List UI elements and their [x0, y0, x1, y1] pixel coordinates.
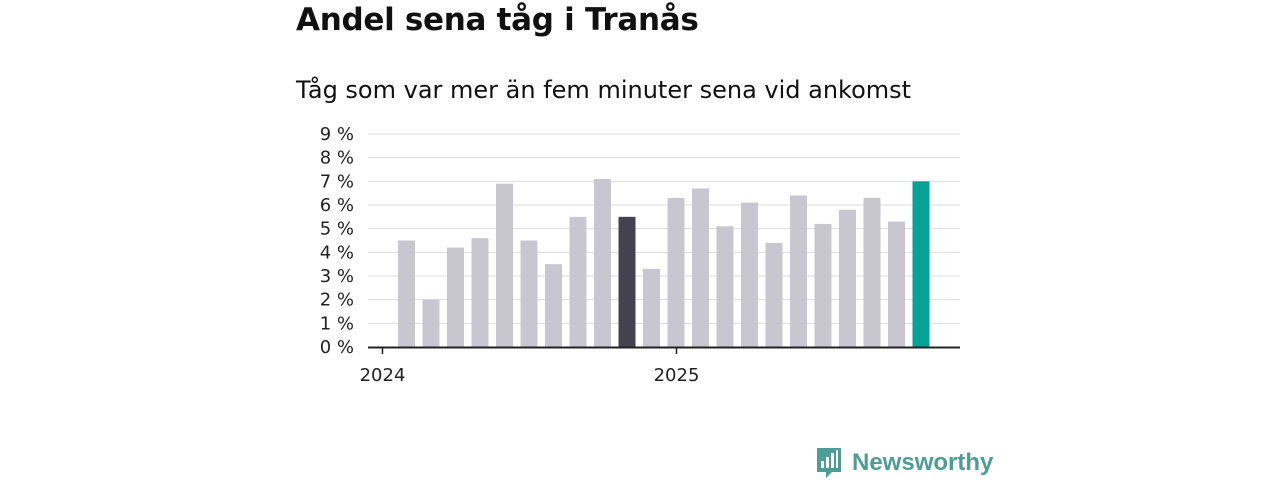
newsworthy-brand: Newsworthy [815, 446, 993, 480]
bar [790, 195, 807, 347]
x-tick-label: 2025 [654, 365, 700, 386]
y-tick-label: 8 % [320, 148, 354, 169]
y-tick-label: 6 % [320, 195, 354, 216]
bar [839, 209, 856, 347]
bar [422, 299, 440, 347]
bar [545, 264, 562, 347]
y-tick-label: 4 % [320, 242, 354, 263]
bar [398, 240, 415, 347]
highlighted-bar [912, 181, 930, 347]
bar [814, 223, 832, 347]
y-tick-label: 2 % [320, 290, 354, 311]
bar [471, 238, 489, 347]
bar [667, 197, 685, 347]
newsworthy-logo-icon [817, 448, 841, 478]
y-tick-label: 7 % [320, 171, 354, 192]
y-tick-label: 5 % [320, 219, 354, 240]
y-tick-label: 1 % [320, 313, 354, 334]
bar [863, 197, 881, 347]
bar [447, 247, 464, 347]
bar [716, 226, 734, 347]
bar [496, 183, 513, 347]
chart-title: Andel sena tåg i Tranås [296, 2, 699, 38]
gridlines [368, 133, 960, 324]
bar [594, 178, 611, 347]
bar [765, 242, 783, 347]
bar [692, 188, 709, 347]
bars [398, 178, 930, 347]
chart-subtitle: Tåg som var mer än fem minuter sena vid … [296, 76, 912, 104]
bar [520, 240, 538, 347]
bar [888, 221, 905, 347]
x-tick-label: 2024 [360, 365, 406, 386]
axes: 0 % 1 %2 % 3 % 4 %5 % 6 % 7 %8 % 9 % 2024 2025 [320, 124, 960, 386]
y-tick-label: 9 % [320, 124, 354, 145]
bar [569, 216, 587, 347]
y-tick-label: 3 % [320, 266, 354, 287]
bar [741, 202, 758, 347]
highlighted-bar [618, 216, 636, 347]
y-tick-label: 0 % [320, 337, 354, 358]
bar [643, 268, 660, 347]
brand-name: Newsworthy [852, 449, 994, 476]
